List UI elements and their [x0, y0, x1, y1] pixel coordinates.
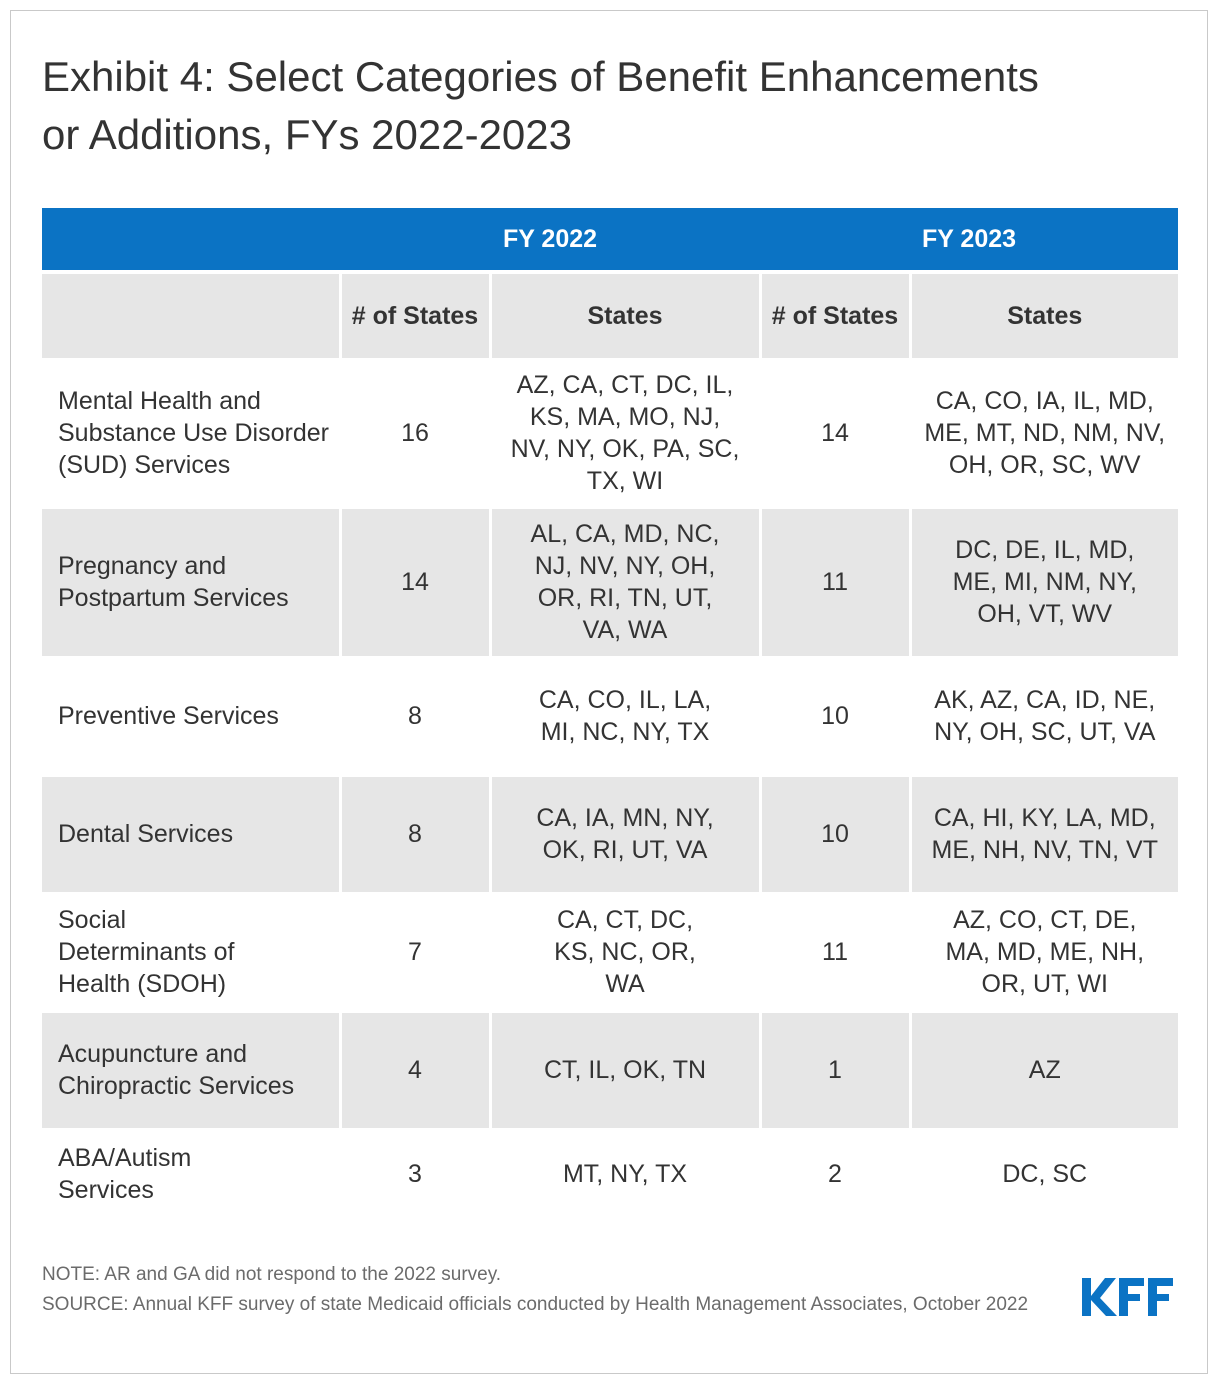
row-fy2022-count: 7	[338, 893, 490, 1011]
row-fy2022-states: AL, CA, MD, NC, NJ, NV, NY, OH, OR, RI, …	[488, 507, 760, 657]
kff-logo-icon	[1082, 1278, 1173, 1316]
benefits-table: FY 2022 FY 2023 # of States States # of …	[42, 208, 1178, 1217]
row-fy2022-states: CA, IA, MN, NY, OK, RI, UT, VA	[488, 775, 760, 893]
row-fy2023-states: AZ, CO, CT, DE, MA, MD, ME, NH, OR, UT, …	[908, 893, 1178, 1011]
subheader-fy2022-states: States	[488, 270, 760, 359]
row-fy2023-count: 2	[758, 1129, 910, 1217]
row-fy2022-states: CT, IL, OK, TN	[488, 1011, 760, 1129]
row-fy2022-count: 8	[338, 657, 490, 775]
table-row: Mental Health and Substance Use Disorder…	[42, 359, 1178, 507]
subheader-fy2022-count: # of States	[338, 270, 490, 359]
table-row: Preventive Services 8 CA, CO, IL, LA, MI…	[42, 657, 1178, 775]
row-fy2023-count: 11	[758, 507, 910, 657]
row-fy2022-states: MT, NY, TX	[488, 1129, 760, 1217]
table-row: Dental Services 8 CA, IA, MN, NY, OK, RI…	[42, 775, 1178, 893]
row-fy2022-count: 8	[338, 775, 490, 893]
exhibit-title: Exhibit 4: Select Categories of Benefit …	[42, 53, 1039, 158]
row-fy2023-count: 14	[758, 359, 910, 507]
row-fy2022-states: AZ, CA, CT, DC, IL, KS, MA, MO, NJ, NV, …	[488, 359, 760, 507]
row-fy2022-count: 3	[338, 1129, 490, 1217]
row-category: ABA/Autism Services	[42, 1129, 340, 1217]
table-row: Pregnancy and Postpartum Services 14 AL,…	[42, 507, 1178, 657]
group-header-fy2022: FY 2022	[340, 208, 760, 272]
table-row: Acupuncture and Chiropractic Services 4 …	[42, 1011, 1178, 1129]
row-fy2022-count: 14	[338, 507, 490, 657]
subheader-blank-cell	[42, 270, 340, 359]
footnotes: NOTE: AR and GA did not respond to the 2…	[42, 1260, 1062, 1320]
note-text: NOTE: AR and GA did not respond to the 2…	[42, 1264, 502, 1285]
table-sub-header: # of States States # of States States	[42, 270, 1178, 359]
source-text: SOURCE: Annual KFF survey of state Medic…	[42, 1294, 1029, 1315]
row-fy2023-states: DC, SC	[908, 1129, 1178, 1217]
row-category: Pregnancy and Postpartum Services	[42, 507, 340, 657]
row-fy2022-states: CA, CT, DC, KS, NC, OR, WA	[488, 893, 760, 1011]
row-category: Mental Health and Substance Use Disorder…	[42, 359, 340, 507]
row-fy2023-count: 11	[758, 893, 910, 1011]
row-category: Acupuncture and Chiropractic Services	[42, 1011, 340, 1129]
row-category: Dental Services	[42, 775, 340, 893]
row-fy2023-states: DC, DE, IL, MD, ME, MI, NM, NY, OH, VT, …	[908, 507, 1178, 657]
subheader-fy2023-states: States	[908, 270, 1178, 359]
header-blank-cell	[42, 208, 340, 272]
table-row: ABA/Autism Services 3 MT, NY, TX 2 DC, S…	[42, 1129, 1178, 1217]
row-fy2023-states: CA, HI, KY, LA, MD, ME, NH, NV, TN, VT	[908, 775, 1178, 893]
row-category: Social Determinants of Health (SDOH)	[42, 893, 340, 1011]
row-category: Preventive Services	[42, 657, 340, 775]
row-fy2023-count: 10	[758, 775, 910, 893]
row-fy2022-count: 16	[338, 359, 490, 507]
table-group-header: FY 2022 FY 2023	[42, 208, 1178, 272]
row-fy2022-count: 4	[338, 1011, 490, 1129]
subheader-fy2023-count: # of States	[758, 270, 910, 359]
table-row: Social Determinants of Health (SDOH) 7 C…	[42, 893, 1178, 1011]
row-fy2022-states: CA, CO, IL, LA, MI, NC, NY, TX	[488, 657, 760, 775]
row-fy2023-states: AK, AZ, CA, ID, NE, NY, OH, SC, UT, VA	[908, 657, 1178, 775]
row-fy2023-count: 10	[758, 657, 910, 775]
row-fy2023-count: 1	[758, 1011, 910, 1129]
row-fy2023-states: CA, CO, IA, IL, MD, ME, MT, ND, NM, NV, …	[908, 359, 1178, 507]
row-fy2023-states: AZ	[908, 1011, 1178, 1129]
group-header-fy2023: FY 2023	[760, 208, 1178, 272]
